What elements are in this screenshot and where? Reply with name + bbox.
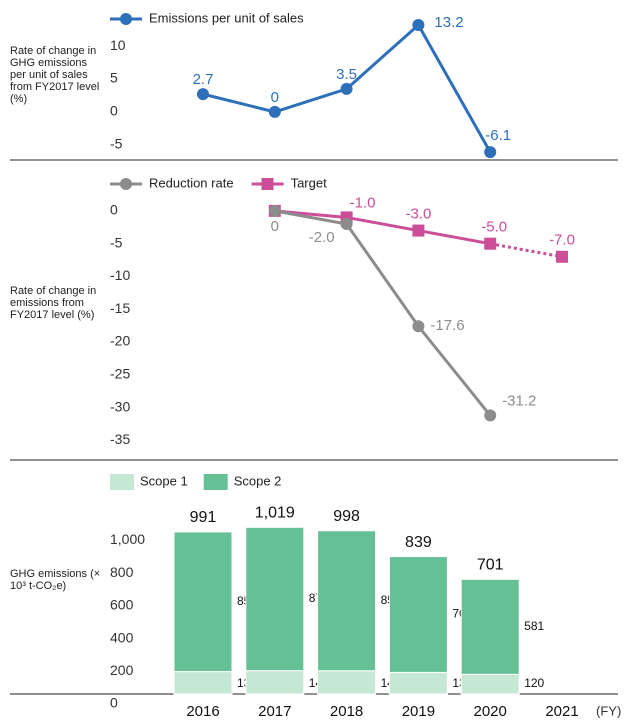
y-tick-label: 5: [110, 70, 118, 86]
marker: [268, 204, 281, 217]
legend-marker: [261, 178, 274, 190]
y-tick-label: 0: [110, 103, 118, 119]
y-tick-label: 600: [110, 597, 134, 613]
marker: [197, 88, 209, 101]
bar-segment: [173, 531, 233, 673]
data-label: 3.5: [336, 66, 357, 83]
x-tick-label: 2017: [258, 703, 291, 720]
marker: [484, 409, 497, 422]
total-label: 1,019: [255, 505, 295, 522]
marker: [340, 218, 353, 230]
total-label: 701: [477, 557, 504, 574]
bar-segment: [173, 671, 233, 695]
data-label: 2.7: [193, 71, 214, 88]
bar-segment: [388, 556, 448, 673]
data-label: -5.0: [481, 219, 507, 236]
marker: [412, 320, 425, 333]
data-label: 0: [271, 218, 279, 235]
y-axis-label: Rate of change in GHG emissions per unit…: [10, 45, 100, 105]
data-label: 13.2: [434, 14, 463, 31]
marker: [556, 250, 568, 263]
legend-swatch: [203, 474, 228, 490]
y-tick-label: 0: [110, 202, 118, 218]
legend-label: Target: [291, 175, 328, 190]
data-label: -6.1: [485, 127, 511, 144]
y-tick-label: -25: [110, 365, 130, 381]
y-tick-label: -10: [110, 267, 130, 283]
data-label: 120: [524, 676, 544, 690]
y-axis-label: GHG emissions (× 10³ t-CO₂e): [10, 568, 101, 592]
y-tick-label: -30: [110, 398, 130, 414]
marker: [340, 82, 353, 95]
y-tick-label: 400: [110, 629, 134, 645]
x-tick-label: 2018: [330, 703, 363, 720]
data-label: 581: [524, 619, 544, 633]
legend-marker: [120, 13, 132, 25]
bar-segment: [460, 578, 520, 675]
bar-segment: [388, 671, 448, 695]
x-tick-label: 2016: [186, 703, 219, 720]
data-label: -31.2: [502, 392, 536, 409]
y-tick-label: -20: [110, 333, 130, 349]
y-tick-label: 1,000: [110, 531, 145, 547]
marker: [484, 146, 497, 159]
bar-segment: [317, 530, 377, 672]
y-tick-label: -15: [110, 300, 130, 316]
legend-swatch: [110, 474, 134, 490]
y-tick-label: 800: [110, 564, 134, 580]
line: [274, 209, 491, 246]
data-label: -1.0: [350, 194, 376, 211]
total-label: 991: [190, 509, 217, 526]
data-label: -17.6: [430, 317, 464, 334]
y-tick-label: -5: [110, 234, 123, 250]
x-unit: (FY): [596, 703, 621, 718]
x-tick-label: 2019: [402, 703, 435, 720]
total-label: 998: [333, 508, 360, 525]
marker: [412, 19, 425, 32]
total-label: 839: [405, 534, 432, 551]
data-label: 0: [271, 89, 279, 106]
line: [274, 209, 492, 417]
x-tick-label: 2020: [474, 703, 507, 720]
legend-marker: [120, 178, 132, 190]
y-tick-label: 10: [110, 37, 126, 53]
marker: [268, 105, 281, 118]
projected-line: [489, 242, 563, 259]
marker: [412, 224, 425, 237]
marker: [484, 237, 497, 250]
legend-label: Emissions per unit of sales: [149, 10, 304, 25]
bar-segment: [245, 526, 305, 672]
x-tick-label: 2021: [545, 703, 578, 720]
data-label: -7.0: [549, 232, 575, 249]
legend-label: Scope 2: [234, 473, 282, 488]
data-label: -2.0: [309, 229, 335, 246]
bar-segment: [317, 670, 377, 695]
y-tick-label: 0: [110, 695, 118, 711]
y-tick-label: -35: [110, 431, 130, 447]
bar-segment: [460, 673, 520, 695]
legend-label: Scope 1: [140, 473, 188, 488]
data-label: -3.0: [405, 206, 431, 223]
y-tick-label: 200: [110, 662, 134, 678]
y-tick-label: -5: [110, 136, 123, 152]
legend-label: Reduction rate: [149, 175, 234, 190]
y-axis-label: Rate of change in emissions from FY2017 …: [10, 285, 97, 321]
bar-segment: [245, 670, 305, 695]
